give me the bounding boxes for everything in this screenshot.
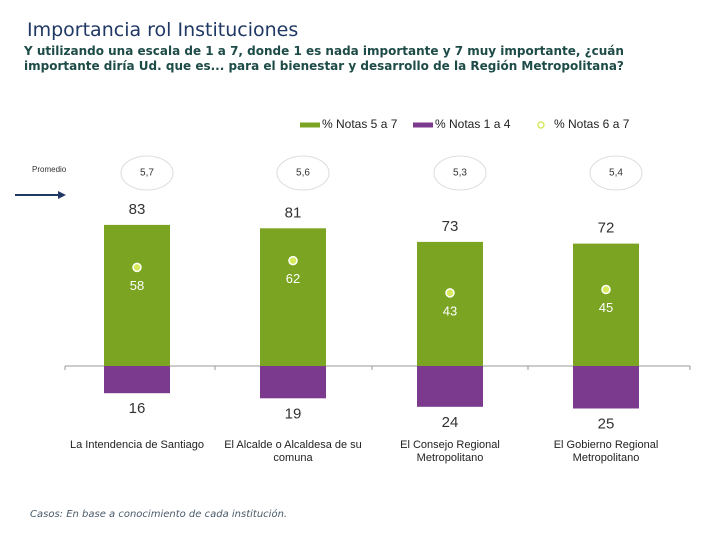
bar-negative <box>260 366 326 399</box>
chart-title: Importancia rol Instituciones <box>27 19 299 41</box>
footnote: Casos: En base a conocimiento de cada in… <box>30 509 288 520</box>
category-label: El Consejo Regional Metropolitano <box>400 439 500 464</box>
value-label: 72 <box>598 220 615 237</box>
value-label: 45 <box>599 300 613 315</box>
average-label: 5,3 <box>453 168 467 179</box>
value-label: 62 <box>286 271 300 286</box>
value-label: 43 <box>443 303 457 318</box>
arrow-head <box>58 191 66 199</box>
legend-swatch <box>537 121 545 129</box>
average-label: 5,7 <box>140 168 154 179</box>
bar-positive <box>260 228 326 366</box>
marker <box>132 262 142 273</box>
average-badge <box>120 155 174 191</box>
value-label: 19 <box>285 405 302 422</box>
value-label: 81 <box>285 204 302 221</box>
legend-label: % Notas 6 a 7 <box>554 117 630 131</box>
bar-positive <box>417 241 483 366</box>
value-label: 73 <box>442 218 459 235</box>
average-badge <box>589 155 643 191</box>
bar-negative <box>417 366 483 407</box>
average-label: Promedio <box>32 165 67 174</box>
average-label: 5,4 <box>609 168 623 179</box>
average-badge <box>433 155 487 191</box>
value-label: 24 <box>442 414 459 431</box>
legend-label: % Notas 5 a 7 <box>322 117 398 131</box>
value-label: 16 <box>129 400 146 417</box>
legend-label: % Notas 1 a 4 <box>435 117 511 131</box>
value-label: 25 <box>598 415 615 432</box>
marker <box>288 255 298 266</box>
value-label: 58 <box>130 278 144 293</box>
chart-subtitle: Y utilizando una escala de 1 a 7, donde … <box>24 44 624 73</box>
average-badge <box>276 155 330 191</box>
marker <box>445 288 455 298</box>
category-label: El Alcalde o Alcaldesa de su comuna <box>224 439 362 464</box>
bar-positive <box>104 224 170 366</box>
bar-positive <box>573 243 639 366</box>
average-label: 5,6 <box>296 168 310 179</box>
value-label: 83 <box>129 201 146 218</box>
category-label: El Gobierno Regional Metropolitano <box>553 439 659 464</box>
category-label: La Intendencia de Santiago <box>70 439 204 451</box>
marker <box>601 284 611 295</box>
bar-negative <box>573 366 639 409</box>
bar-negative <box>104 366 170 394</box>
